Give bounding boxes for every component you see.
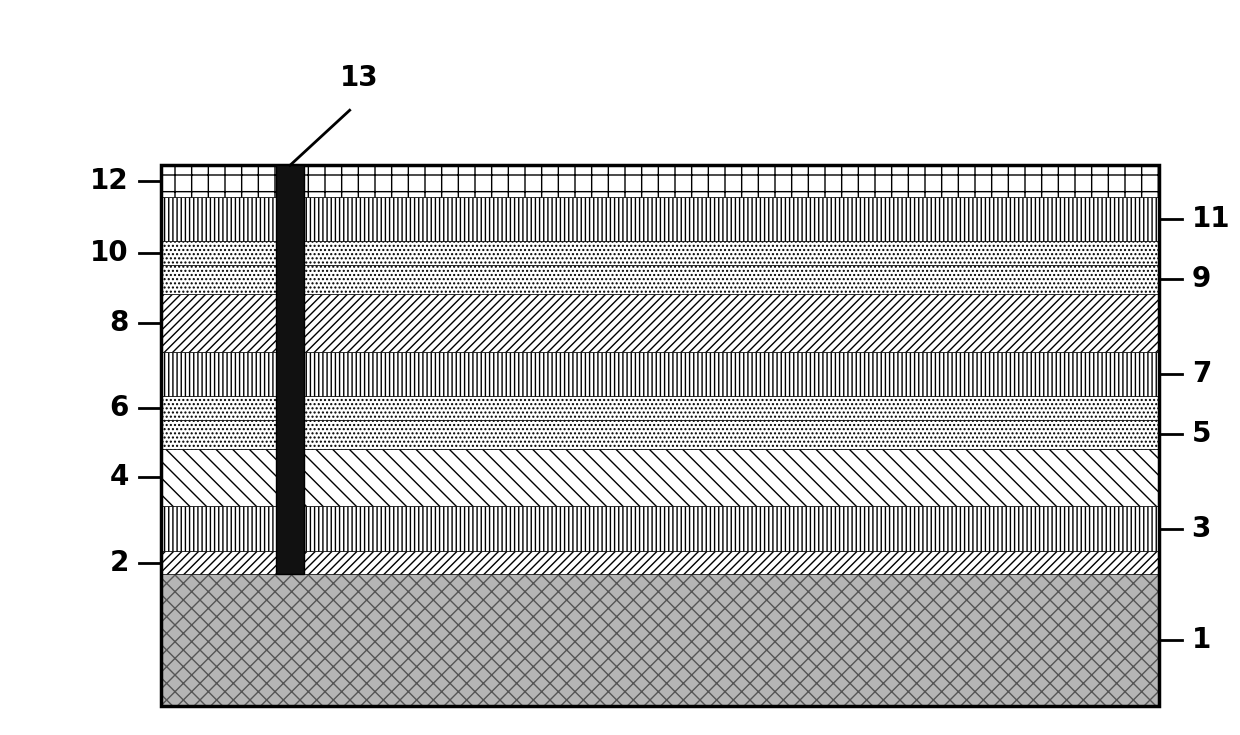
Bar xyxy=(161,351,1159,396)
Bar xyxy=(161,551,1159,575)
Bar xyxy=(161,448,1159,506)
Bar xyxy=(161,197,1159,241)
Text: 11: 11 xyxy=(1192,205,1230,233)
Bar xyxy=(161,165,1159,197)
Bar xyxy=(161,396,1159,420)
Text: 13: 13 xyxy=(340,64,379,92)
Bar xyxy=(161,265,1159,294)
Bar xyxy=(161,165,1159,706)
Text: 8: 8 xyxy=(109,309,129,337)
Bar xyxy=(161,294,1159,351)
Bar xyxy=(161,506,1159,551)
Text: 9: 9 xyxy=(1192,265,1211,293)
Bar xyxy=(161,241,1159,265)
Text: 7: 7 xyxy=(1192,360,1211,388)
Text: 5: 5 xyxy=(1192,420,1211,448)
Text: 4: 4 xyxy=(109,464,129,492)
Text: 12: 12 xyxy=(91,167,129,195)
Text: 3: 3 xyxy=(1192,514,1211,542)
Bar xyxy=(277,165,304,575)
Text: 1: 1 xyxy=(1192,626,1211,654)
Text: 2: 2 xyxy=(109,548,129,577)
Text: 10: 10 xyxy=(91,239,129,268)
Bar xyxy=(161,420,1159,448)
Text: 6: 6 xyxy=(109,394,129,422)
Bar xyxy=(161,575,1159,706)
